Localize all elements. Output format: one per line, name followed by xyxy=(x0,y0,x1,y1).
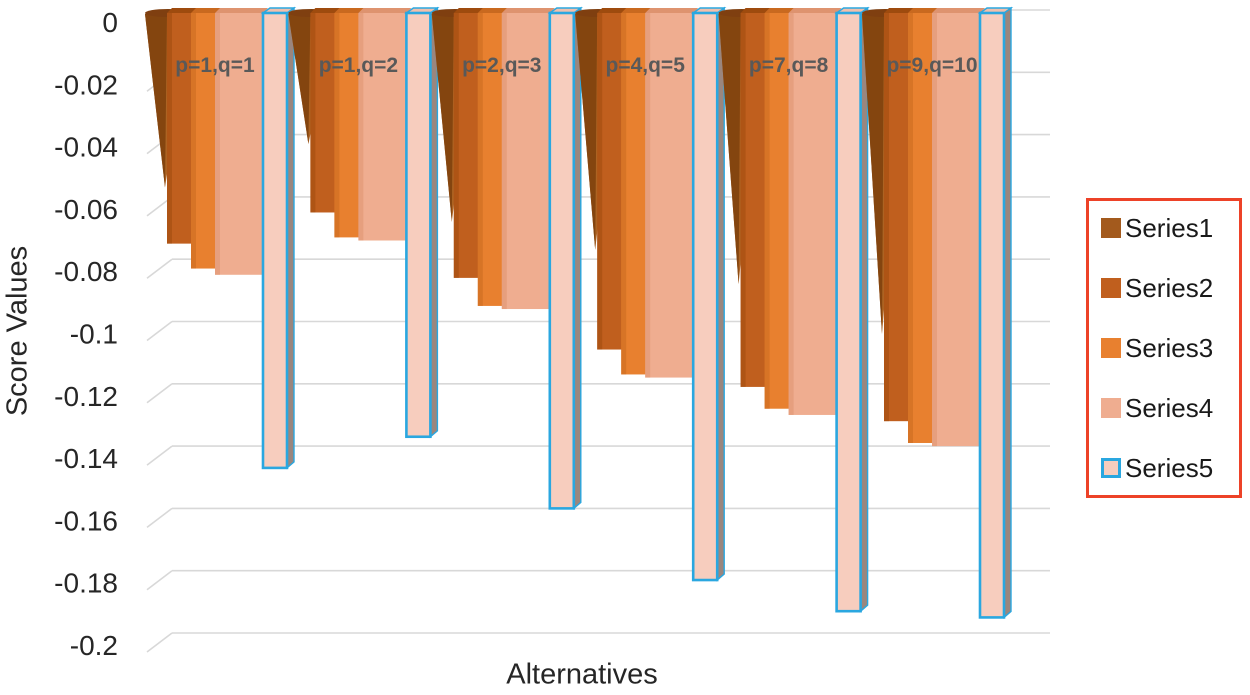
bar-top-face-series4 xyxy=(501,8,555,13)
grid-tick-diagonal xyxy=(146,320,173,342)
bar-shade-series2 xyxy=(453,13,459,278)
grid-tick-diagonal xyxy=(146,632,173,653)
bar-shade-series2 xyxy=(884,13,889,422)
legend-item-series1: Series1 xyxy=(1101,215,1235,241)
legend-label-series4: Series4 xyxy=(1125,393,1214,423)
y-tick-label: -0.08 xyxy=(54,256,118,287)
bar-series4 xyxy=(932,13,980,447)
bar-series4 xyxy=(358,13,407,241)
bar-series4 xyxy=(788,13,837,415)
bar-shade-series2 xyxy=(597,13,603,350)
cone-series1-shade xyxy=(288,14,311,144)
bar-shade-series3 xyxy=(477,13,483,306)
category-label: p=2,q=3 xyxy=(462,54,541,77)
grid-tick-diagonal xyxy=(146,258,173,279)
category-label: p=9,q=10 xyxy=(886,54,977,77)
y-axis-title: Score Values xyxy=(1,245,34,417)
y-tick-label: -0.2 xyxy=(70,630,118,661)
bar-series5 xyxy=(835,11,862,613)
bar-shade-series3 xyxy=(621,13,627,375)
legend-swatch-series4 xyxy=(1101,398,1121,418)
bar-top-face-series4 xyxy=(788,8,842,13)
bar-shade-series4 xyxy=(358,13,364,241)
y-tick-label: -0.12 xyxy=(54,381,118,412)
category-label: p=1,q=1 xyxy=(175,54,255,77)
legend-item-series2: Series2 xyxy=(1101,275,1235,301)
bar-series5 xyxy=(548,11,576,510)
category-label: p=7,q=8 xyxy=(749,54,829,77)
bar-shade-series3 xyxy=(191,13,196,269)
legend-item-series3: Series3 xyxy=(1101,335,1235,361)
cone-series1-shade xyxy=(862,14,884,334)
category-label: p=1,q=2 xyxy=(319,54,398,77)
y-tick-label: -0.04 xyxy=(54,132,118,163)
bar-series5 xyxy=(405,11,432,439)
legend-swatch-series1 xyxy=(1101,218,1121,238)
legend-item-series5: Series5 xyxy=(1101,455,1235,481)
y-tick-label: -0.18 xyxy=(54,568,118,599)
bar-series5 xyxy=(691,11,719,582)
y-tick-label: -0.02 xyxy=(54,69,118,100)
bar-top-face-series4 xyxy=(358,8,412,13)
bar-shade-series3 xyxy=(764,13,770,409)
cone-series1-shade xyxy=(575,14,598,250)
legend-swatch-series3 xyxy=(1101,338,1121,358)
legend-label-series5: Series5 xyxy=(1125,453,1214,483)
x-axis-title: Alternatives xyxy=(506,658,658,691)
legend-label-series2: Series2 xyxy=(1125,273,1214,303)
grid-tick-diagonal xyxy=(146,383,173,404)
bar-series5 xyxy=(978,11,1006,619)
legend-label-series1: Series1 xyxy=(1125,213,1214,243)
bar-series4 xyxy=(501,13,550,310)
bar-shade-series4 xyxy=(501,13,507,310)
y-tick-label: -0.16 xyxy=(54,505,118,536)
cone-series1-shade xyxy=(145,14,167,188)
bar-shade-series4 xyxy=(932,13,937,447)
bar-series5 xyxy=(261,11,289,470)
legend: Series1 Series2 Series3 Series4 Series5 xyxy=(1086,198,1242,498)
bar-shade-series3 xyxy=(334,13,340,238)
bar-series4 xyxy=(645,13,694,378)
bar-series4 xyxy=(215,13,263,275)
bar-shade-series4 xyxy=(645,13,651,378)
grid-tick-diagonal xyxy=(146,445,173,466)
category-label: p=4,q=5 xyxy=(606,54,686,77)
legend-label-series3: Series3 xyxy=(1125,333,1214,363)
legend-swatch-series5 xyxy=(1101,458,1121,478)
cone-series1-shade xyxy=(718,14,741,285)
bar-shade-series2 xyxy=(167,13,172,244)
bar-top-face-series4 xyxy=(215,8,268,13)
bar-top-face-series4 xyxy=(932,8,985,13)
bar-shade-series3 xyxy=(908,13,913,443)
bar-shade-series4 xyxy=(788,13,794,415)
bar-shade-series4 xyxy=(215,13,220,275)
grid-tick-diagonal xyxy=(146,507,173,529)
y-tick-label: 0 xyxy=(102,7,118,38)
cone-series1-shade xyxy=(431,14,454,222)
y-tick-label: -0.14 xyxy=(54,443,118,474)
legend-swatch-series2 xyxy=(1101,278,1121,298)
bar-top-face-series4 xyxy=(645,8,699,13)
legend-item-series4: Series4 xyxy=(1101,395,1235,421)
bar-shade-series2 xyxy=(310,13,316,213)
y-tick-label: -0.06 xyxy=(54,194,118,225)
bar-shade-series2 xyxy=(740,13,746,387)
y-tick-label: -0.1 xyxy=(70,319,118,350)
grid-tick-diagonal xyxy=(146,570,173,591)
